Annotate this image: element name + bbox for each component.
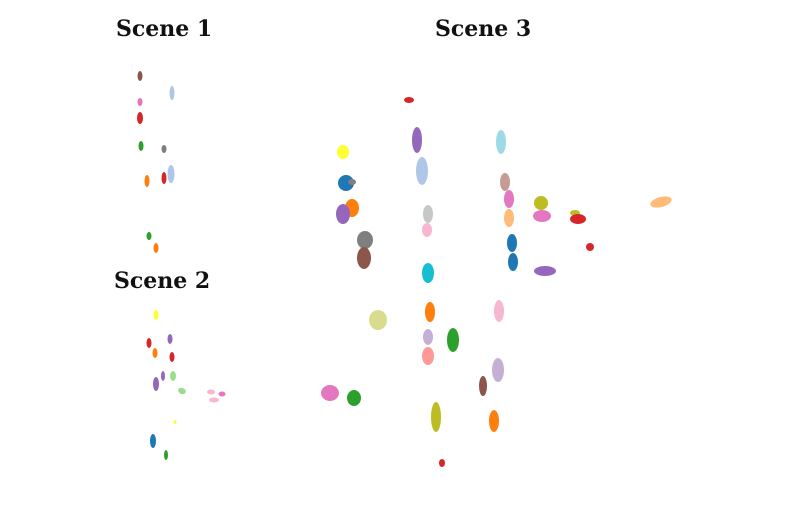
green-object-blob bbox=[164, 450, 168, 460]
red-object-blob bbox=[137, 112, 143, 124]
red-object-blob bbox=[586, 243, 594, 251]
tan-object-blob bbox=[500, 173, 510, 191]
blue-object-blob bbox=[150, 434, 156, 448]
yellow-object-blob bbox=[154, 310, 159, 320]
gray-object-blob bbox=[162, 145, 167, 153]
blue-object-blob bbox=[507, 234, 517, 252]
light-cyan-object-blob bbox=[496, 130, 506, 154]
light-green-object-blob bbox=[177, 387, 187, 395]
lavender-object-blob bbox=[492, 358, 504, 382]
light-blue-object-blob bbox=[170, 86, 175, 100]
orange-object-blob bbox=[489, 410, 499, 432]
purple-object-blob bbox=[153, 377, 159, 391]
red-object-blob bbox=[170, 352, 175, 362]
yellow-object-blob bbox=[337, 145, 349, 159]
red-object-blob bbox=[162, 172, 167, 184]
peach-object-blob bbox=[504, 209, 514, 227]
brown-object-blob bbox=[357, 247, 371, 269]
salmon-object-blob bbox=[422, 347, 434, 365]
pink-object-blob bbox=[138, 98, 143, 106]
gray-object-blob bbox=[357, 231, 373, 249]
brown-object-blob bbox=[479, 376, 487, 396]
light-blue-object-blob bbox=[416, 157, 428, 185]
purple-object-blob bbox=[534, 266, 556, 276]
scene-3-blobs bbox=[321, 97, 673, 467]
orange-object-blob bbox=[145, 175, 150, 187]
green-object-blob bbox=[139, 141, 144, 151]
orange-object-blob bbox=[425, 302, 435, 322]
olive-object-blob bbox=[534, 196, 548, 210]
lavender-object-blob bbox=[423, 329, 433, 345]
scene-2-blobs bbox=[147, 310, 226, 460]
purple-object-blob bbox=[168, 334, 173, 344]
cyan-object-blob bbox=[422, 263, 434, 283]
purple-object-blob bbox=[336, 204, 350, 224]
red-object-blob bbox=[147, 338, 152, 348]
pink-object-blob bbox=[219, 392, 226, 397]
purple-object-blob bbox=[412, 127, 422, 153]
yellow-object-blob bbox=[174, 420, 177, 424]
pink-object-blob bbox=[504, 190, 514, 208]
orange-object-blob bbox=[154, 243, 159, 253]
olive-object-blob bbox=[431, 402, 441, 432]
light-pink-object-blob bbox=[494, 300, 504, 322]
light-pink-object-blob bbox=[207, 390, 215, 395]
scene-1-blobs bbox=[137, 71, 175, 253]
pink-object-blob bbox=[533, 210, 551, 222]
red-object-blob bbox=[570, 214, 586, 224]
light-blue-object-blob bbox=[168, 165, 175, 183]
khaki-object-blob bbox=[369, 310, 387, 330]
pink-object-blob bbox=[321, 385, 339, 401]
green-object-blob bbox=[347, 390, 361, 406]
orange-object-blob bbox=[153, 348, 158, 358]
red-object-blob bbox=[404, 97, 414, 103]
red-object-blob bbox=[439, 459, 445, 467]
blue-object-blob bbox=[508, 253, 518, 271]
light-pink-object-blob bbox=[209, 398, 219, 403]
brown-object-blob bbox=[138, 71, 143, 81]
light-gray-object-blob bbox=[423, 205, 433, 223]
gray-object-blob bbox=[348, 179, 356, 185]
peach-object-blob bbox=[649, 194, 673, 209]
light-pink-object-blob bbox=[422, 223, 432, 237]
green-object-blob bbox=[147, 232, 152, 240]
green-object-blob bbox=[447, 328, 459, 352]
light-green-object-blob bbox=[170, 371, 176, 381]
purple-object-blob bbox=[161, 371, 165, 381]
